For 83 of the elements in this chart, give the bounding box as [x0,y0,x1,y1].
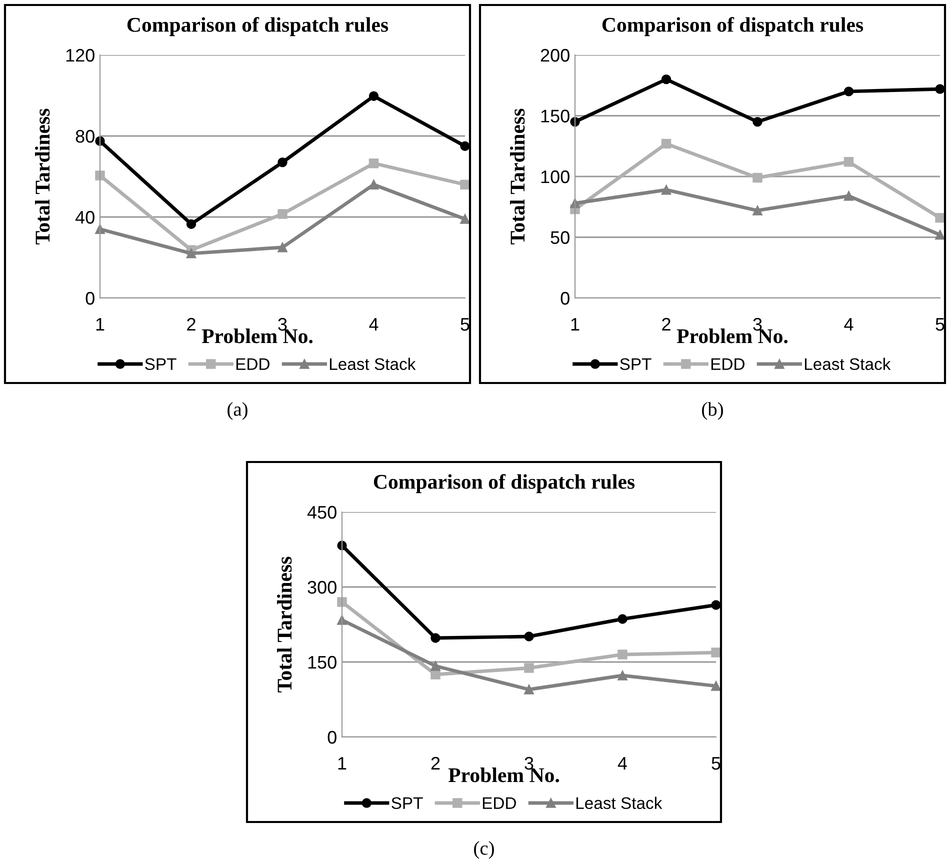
point [752,172,762,183]
y-axis-title: Total Tardiness [35,108,50,244]
legend-label: Least Stack [330,358,416,370]
point [844,191,854,201]
point [524,632,534,642]
y-tick-label: 150 [541,110,570,122]
point [752,206,762,216]
point [661,185,672,195]
x-tick-label: 5 [936,318,944,331]
y-tick-label: 0 [328,730,336,744]
x-tick-label: 3 [278,318,287,331]
y-tick-label: 200 [540,48,570,62]
x-tick-label: 4 [618,757,627,770]
point [524,663,534,673]
point [278,242,288,252]
point [844,86,854,96]
legend-label: SPT [620,358,652,370]
y-tick-label: 100 [541,170,570,184]
point [661,74,672,84]
point [711,600,721,610]
point [618,614,628,624]
x-tick-label: 1 [571,318,580,331]
point [95,170,105,180]
y-tick-label: 50 [550,231,570,244]
chart-title: Comparison of dispatch rules [374,474,635,494]
point [711,648,721,658]
x-tick-label: 5 [460,318,470,331]
x-tick-label: 4 [369,318,378,331]
point [935,212,945,223]
x-tick-label: 3 [524,756,534,770]
legend-label: SPT [145,358,176,370]
point [186,219,196,229]
point [368,158,379,168]
point [524,684,534,694]
y-tick-label: 0 [86,292,94,305]
chart-title: Comparison of dispatch rules [602,17,864,36]
x-tick-label: 2 [187,318,196,331]
point [430,633,440,643]
y-tick-label: 450 [307,506,336,519]
chart-title: Comparison of dispatch rules [127,17,388,36]
point [460,214,470,224]
point [337,597,347,607]
point [460,141,470,151]
y-tick-label: 0 [560,292,570,305]
point [278,157,288,168]
point [935,230,945,240]
point [368,91,379,101]
y-tick-label: 300 [308,580,336,594]
point [430,670,440,680]
legend-label: EDD [711,358,744,370]
legend-label: EDD [482,797,516,809]
y-tick-label: 150 [308,656,336,669]
x-tick-label: 2 [431,756,440,770]
y-axis-title: Total Tardiness [510,108,525,244]
y-axis-title: Total Tardiness [277,556,292,692]
y-tick-label: 120 [66,48,94,62]
text: (b) [702,402,723,420]
point [844,157,854,167]
point [618,670,628,680]
x-tick-label: 4 [844,318,854,331]
point [368,180,379,190]
point [661,138,672,149]
x-tick-label: 1 [338,757,346,770]
legend-label: EDD [236,358,270,370]
legend-label: Least Stack [576,796,662,810]
point [278,209,288,219]
x-tick-label: 2 [662,318,670,331]
point [935,84,945,94]
legend-label: Least Stack [804,358,891,370]
y-tick-label: 40 [75,210,94,224]
point [618,650,628,660]
y-tick-label: 80 [76,130,94,143]
point [460,180,470,190]
text: (a) [228,402,248,420]
x-tick-label: 1 [96,318,104,331]
x-tick-label: 3 [753,318,762,331]
legend-label: SPT [392,797,423,810]
point [711,681,721,691]
x-tick-label: 5 [712,757,720,770]
text: (c) [474,841,494,859]
point [752,116,762,127]
point [186,248,196,258]
point [430,661,440,671]
